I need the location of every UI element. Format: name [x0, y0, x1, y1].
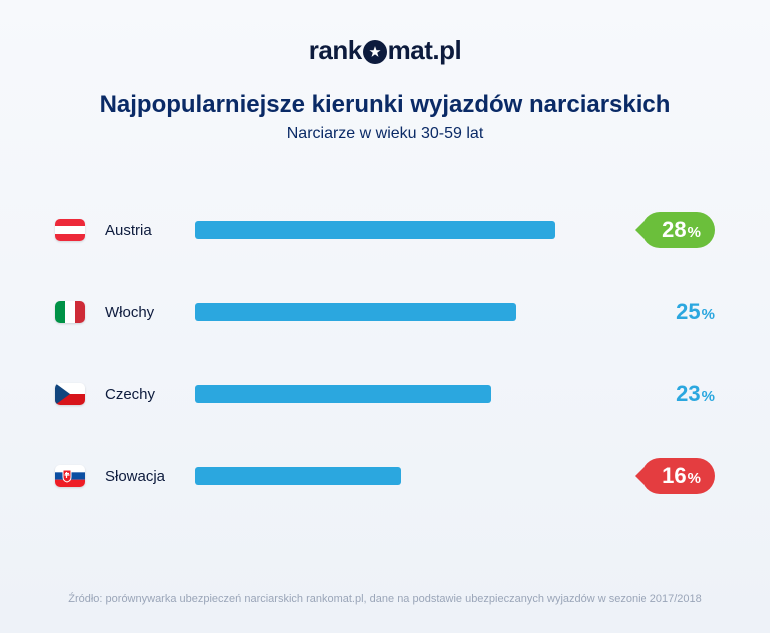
bar-track — [195, 467, 634, 485]
country-label: Czechy — [105, 386, 195, 403]
bar-track — [195, 303, 662, 321]
brand-logo: rank mat.pl — [55, 35, 715, 66]
logo-suffix: mat.pl — [388, 35, 462, 66]
pct-sign: % — [702, 388, 715, 405]
bar-value: 23 — [676, 381, 700, 407]
star-icon — [363, 40, 387, 64]
chart-title: Najpopularniejsze kierunki wyjazdów narc… — [55, 91, 715, 119]
bar-row: Włochy 25% — [55, 295, 715, 329]
bar-track — [195, 221, 634, 239]
bar-fill — [195, 467, 401, 485]
bar-value: 28 — [662, 217, 686, 243]
bar-chart: Austria 28% Włochy 25% Czechy — [55, 213, 715, 493]
bar-fill — [195, 385, 491, 403]
pct-sign: % — [688, 224, 701, 241]
pct-sign: % — [702, 306, 715, 323]
bar-fill — [195, 303, 516, 321]
flag-icon — [55, 383, 85, 405]
pct-sign: % — [688, 470, 701, 487]
country-label: Włochy — [105, 304, 195, 321]
bar-value: 16 — [662, 463, 686, 489]
flag-icon — [55, 301, 85, 323]
logo-prefix: rank — [309, 35, 362, 66]
value-badge: 16% — [642, 458, 715, 494]
bar-track — [195, 385, 662, 403]
country-label: Austria — [105, 222, 195, 239]
flag-icon — [55, 465, 85, 487]
chart-subtitle: Narciarze w wieku 30-59 lat — [55, 125, 715, 143]
bar-fill — [195, 221, 555, 239]
value-badge: 28% — [642, 212, 715, 248]
bar-row: Austria 28% — [55, 213, 715, 247]
value-label: 25% — [676, 299, 715, 325]
bar-row: Słowacja 16% — [55, 459, 715, 493]
flag-icon — [55, 219, 85, 241]
country-label: Słowacja — [105, 468, 195, 485]
bar-row: Czechy 23% — [55, 377, 715, 411]
bar-value: 25 — [676, 299, 700, 325]
value-label: 23% — [676, 381, 715, 407]
source-footnote: Źródło: porównywarka ubezpieczeń narciar… — [0, 593, 770, 605]
